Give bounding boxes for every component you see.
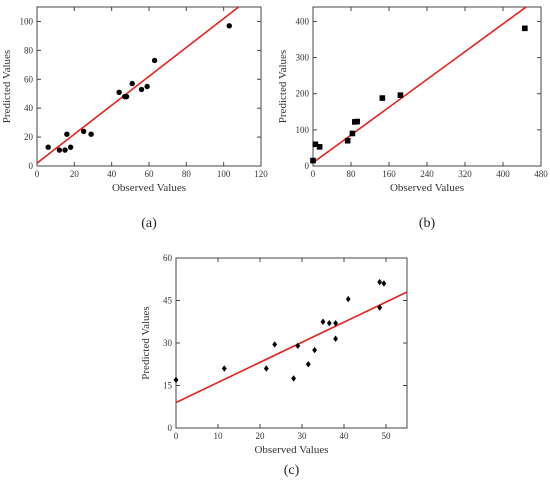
data-point <box>522 25 528 32</box>
data-point <box>312 141 319 148</box>
y-tick-label: 300 <box>296 53 310 63</box>
x-axis-label: Observed Values <box>254 444 328 456</box>
data-point <box>88 131 94 137</box>
data-point <box>333 335 338 342</box>
data-point <box>263 365 269 372</box>
x-axis-label: Observed Values <box>390 182 464 194</box>
y-tick-label: 40 <box>24 103 34 113</box>
x-tick-label: 40 <box>340 431 350 441</box>
x-tick-label: 30 <box>298 431 308 441</box>
y-tick-label: 20 <box>24 132 34 142</box>
data-point <box>326 319 332 327</box>
y-tick-label: 0 <box>305 161 310 171</box>
data-point <box>312 346 317 354</box>
x-tick-label: 50 <box>382 431 392 441</box>
panel-label: (c) <box>284 463 300 478</box>
x-tick-label: 480 <box>534 169 548 179</box>
data-point <box>123 93 130 100</box>
data-point <box>151 57 158 64</box>
x-tick-label: 160 <box>382 169 396 179</box>
fit-line <box>176 291 407 404</box>
data-point <box>295 342 301 350</box>
data-point <box>349 130 356 137</box>
y-tick-label: 100 <box>20 16 34 26</box>
x-tick-label: 320 <box>458 169 472 179</box>
x-tick-label: 20 <box>70 169 80 179</box>
panel-c: 0 10 20 30 40 50 0 15 30 45 60 Observed Values Predi… <box>140 253 408 478</box>
data-point <box>310 157 316 164</box>
data-point <box>354 118 360 125</box>
data-point <box>173 376 179 384</box>
x-tick-label: 0 <box>35 169 40 179</box>
data-point <box>62 147 68 153</box>
y-tick-label: 30 <box>163 338 173 348</box>
panel-label: (b) <box>419 216 436 231</box>
data-point <box>129 80 135 87</box>
data-point <box>316 144 323 150</box>
y-tick-label: 45 <box>163 296 173 306</box>
x-tick-label: 60 <box>145 169 155 179</box>
panel-label: (a) <box>141 216 157 231</box>
panel-b: 0 80 160 240 320 400 480 0 100 200 300 400 Observed … <box>277 6 548 231</box>
x-tick-label: 240 <box>420 169 434 179</box>
data-point <box>221 365 227 372</box>
data-point <box>333 319 338 327</box>
data-point <box>305 361 311 368</box>
data-point <box>45 144 51 150</box>
data-point <box>397 92 404 98</box>
data-point <box>138 86 145 93</box>
fit-line <box>37 7 240 164</box>
data-point <box>144 83 150 90</box>
y-axis-label: Predicted Values <box>1 50 13 123</box>
panel-a: 0 20 40 60 80 100 120 0 20 40 60 80 100 Observed Valu… <box>1 6 268 231</box>
data-point <box>64 131 70 137</box>
data-point <box>291 375 296 382</box>
y-tick-label: 80 <box>24 45 34 55</box>
y-tick-label: 60 <box>163 253 173 263</box>
plot-frame <box>175 257 408 429</box>
data-point <box>226 23 232 29</box>
x-tick-label: 0 <box>174 431 179 441</box>
data-point <box>116 89 122 95</box>
data-point <box>320 318 326 325</box>
y-tick-label: 100 <box>296 125 310 135</box>
y-axis-label: Predicted Values <box>277 50 289 123</box>
data-point <box>377 304 383 311</box>
data-point <box>345 295 351 303</box>
x-axis-label: Observed Values <box>112 182 186 194</box>
y-tick-label: 200 <box>296 89 310 99</box>
x-tick-label: 10 <box>214 431 224 441</box>
x-tick-label: 120 <box>254 169 268 179</box>
x-tick-label: 100 <box>217 169 231 179</box>
data-point <box>56 147 63 153</box>
data-point <box>379 95 386 101</box>
y-tick-label: 60 <box>24 74 34 84</box>
x-tick-label: 80 <box>347 169 357 179</box>
y-tick-label: 0 <box>168 423 173 433</box>
data-point <box>67 144 74 150</box>
y-tick-label: 15 <box>163 381 173 391</box>
y-tick-label: 400 <box>296 16 310 26</box>
x-tick-label: 80 <box>182 169 192 179</box>
x-tick-label: 20 <box>256 431 266 441</box>
x-tick-label: 400 <box>496 169 510 179</box>
data-point <box>377 278 383 286</box>
data-point <box>344 137 351 144</box>
x-tick-label: 40 <box>107 169 117 179</box>
data-point <box>272 341 278 348</box>
y-tick-label: 0 <box>29 161 34 171</box>
data-point <box>80 128 87 135</box>
y-axis-label: Predicted Values <box>140 306 152 379</box>
x-tick-label: 0 <box>311 169 316 179</box>
data-point <box>381 280 387 287</box>
